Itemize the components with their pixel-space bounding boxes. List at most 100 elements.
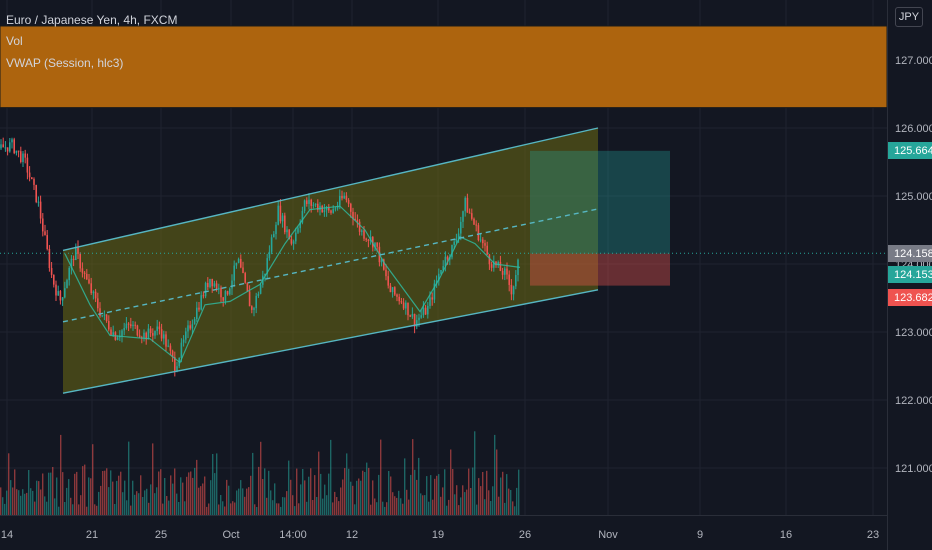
candle-body <box>55 284 57 296</box>
candle-body <box>352 211 354 219</box>
volume-bar <box>140 475 142 515</box>
candle-body <box>387 276 389 286</box>
volume-bar <box>60 434 62 515</box>
volume-bar <box>108 487 110 515</box>
candle-body <box>127 323 130 325</box>
candle-body <box>211 278 213 287</box>
volume-bar <box>32 490 34 515</box>
volume-bar <box>156 487 158 515</box>
volume-bar <box>234 502 236 515</box>
volume-bar <box>30 488 32 515</box>
volume-bar <box>346 453 348 515</box>
candle-body <box>53 274 55 285</box>
volume-bar <box>172 483 174 515</box>
volume-bar <box>490 501 492 515</box>
candle-body <box>213 283 216 287</box>
volume-bar <box>182 482 184 515</box>
volume-bar <box>204 476 206 515</box>
candles <box>0 137 519 377</box>
candle-body <box>4 147 7 149</box>
candle-body <box>165 334 167 347</box>
indicator-volume-label[interactable]: Vol <box>6 34 23 48</box>
candle-body <box>108 320 110 330</box>
volume-bar <box>196 459 198 515</box>
volume-bar <box>26 492 28 515</box>
volume-bar <box>206 506 208 515</box>
candle-body <box>350 203 352 212</box>
candle-body <box>31 177 33 180</box>
candle-body <box>66 280 68 289</box>
candle-body <box>138 335 141 338</box>
volume-bar <box>98 491 100 515</box>
candle-body <box>301 210 304 223</box>
price-tick-label: 126.000 <box>895 123 932 135</box>
volume-bars <box>0 431 520 515</box>
candle-body <box>418 317 420 321</box>
volume-bar <box>468 468 470 515</box>
indicator-vwap-label[interactable]: VWAP (Session, hlc3) <box>6 56 124 70</box>
volume-bar <box>414 469 416 515</box>
volume-bar <box>268 470 270 515</box>
candle-body <box>68 267 70 281</box>
volume-bar <box>246 488 248 515</box>
candle-body <box>123 328 125 331</box>
volume-bar <box>174 468 176 515</box>
candle-body <box>218 287 220 290</box>
candle-body <box>314 203 317 205</box>
price-tick-label: 127.000 <box>895 55 932 67</box>
candle-body <box>191 324 194 329</box>
currency-button[interactable]: JPY <box>895 7 923 27</box>
volume-bar <box>422 495 424 515</box>
symbol-title[interactable]: Euro / Japanese Yen, 4h, FXCM <box>6 13 178 27</box>
time-tick-label: Oct <box>222 529 239 541</box>
volume-bar <box>128 441 130 515</box>
volume-bar <box>250 475 252 515</box>
volume-bar <box>434 478 436 515</box>
candle-body <box>121 330 123 336</box>
candle-body <box>264 273 266 276</box>
volume-bar <box>92 444 94 515</box>
price-tag-label: 123.682 <box>894 292 932 304</box>
volume-bar <box>448 499 450 515</box>
volume-bar <box>116 480 118 515</box>
volume-bar <box>306 501 308 515</box>
volume-bar <box>146 488 148 515</box>
volume-bar <box>364 472 366 515</box>
volume-bar <box>190 471 192 515</box>
volume-bar <box>12 487 14 515</box>
candle-body <box>202 295 205 297</box>
candle-body <box>169 345 172 351</box>
volume-bar <box>362 470 364 515</box>
candle-body <box>103 314 106 316</box>
volume-bar <box>36 480 38 515</box>
volume-bar <box>28 470 30 515</box>
volume-bar <box>202 483 204 515</box>
volume-bar <box>54 498 56 515</box>
volume-bar <box>164 478 166 515</box>
candle-body <box>0 144 2 149</box>
volume-bar <box>508 488 510 515</box>
volume-bar <box>292 495 294 515</box>
candle-body <box>482 239 484 244</box>
candle-body <box>130 324 132 327</box>
volume-bar <box>478 478 480 515</box>
volume-bar <box>474 431 476 515</box>
volume-bar <box>466 489 468 515</box>
volume-bar <box>266 497 268 515</box>
volume-bar <box>102 471 104 515</box>
candle-body <box>39 201 42 219</box>
candle-body <box>255 295 257 309</box>
candle-body <box>330 210 332 213</box>
candle-body <box>235 262 238 266</box>
volume-bar <box>170 475 172 515</box>
time-tick-label: 19 <box>432 529 444 541</box>
price-tick-label: 122.000 <box>895 395 932 407</box>
time-tick-label: 26 <box>519 529 531 541</box>
candle-body <box>94 291 97 299</box>
volume-bar <box>476 504 478 515</box>
volume-bar <box>312 500 314 515</box>
candle-body <box>196 307 198 320</box>
volume-bar <box>454 494 456 515</box>
